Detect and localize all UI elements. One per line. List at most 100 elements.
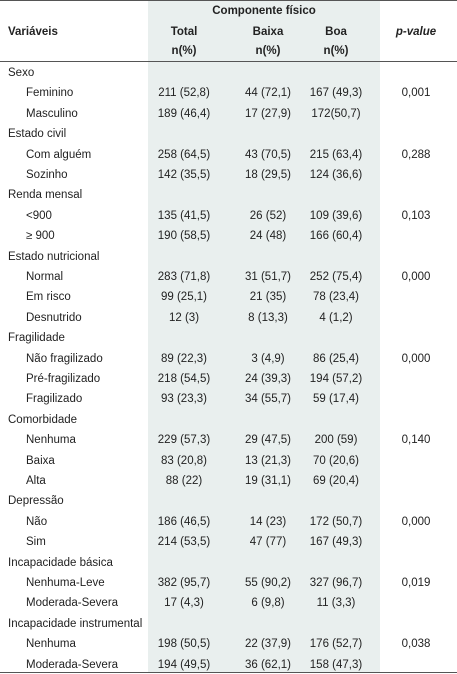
- cell: 31 (51,7): [244, 271, 292, 283]
- row-label: Alta: [26, 475, 46, 487]
- cell: 86 (25,4): [312, 352, 360, 365]
- cell: 43 (70,5): [244, 148, 292, 161]
- cell: 4 (1,2): [319, 311, 353, 324]
- row-label: Não: [26, 515, 48, 528]
- row-label: Nenhuma: [26, 638, 76, 651]
- cell: 283 (71,8): [157, 271, 211, 283]
- cell: 89 (22,3): [160, 352, 208, 365]
- cell: 36 (62,1): [244, 658, 292, 671]
- cell: 21 (35): [249, 291, 287, 304]
- cell: 176 (52,7): [309, 638, 363, 651]
- p-value: 0,103: [401, 209, 431, 222]
- cell: 44 (72,1): [244, 87, 292, 100]
- cell: 382 (95,7): [157, 577, 211, 589]
- cell: 327 (96,7): [309, 577, 363, 589]
- column-header: Total: [170, 26, 198, 38]
- p-value: 0,001: [401, 87, 431, 100]
- group-label: Fragilidade: [8, 332, 65, 345]
- p-value: 0,140: [401, 434, 431, 447]
- cell: 17 (27,9): [244, 107, 292, 120]
- row-label: Fragilizado: [26, 393, 83, 406]
- cell: 214 (53,5): [157, 536, 211, 549]
- p-value: 0,019: [401, 577, 431, 589]
- top-rule: [0, 0, 457, 1]
- p-value: 0,000: [401, 271, 431, 283]
- row-label: Feminino: [26, 87, 74, 100]
- cell: 135 (41,5): [157, 209, 211, 222]
- cell: 6 (9,8): [251, 597, 285, 610]
- cell: 55 (90,2): [244, 577, 292, 589]
- row-label: Com alguém: [26, 148, 92, 161]
- p-value: 0,288: [401, 148, 431, 161]
- cell: 34 (55,7): [244, 393, 292, 406]
- group-label: Incapacidade básica: [8, 556, 113, 569]
- cell: 14 (23): [249, 515, 287, 528]
- header-rule: [0, 61, 457, 62]
- cell: 8 (13,3): [248, 311, 288, 324]
- cell: 167 (49,3): [309, 87, 363, 100]
- cell: 24 (39,3): [244, 373, 292, 385]
- cell: 19 (31,1): [244, 475, 292, 487]
- row-label: ≥ 900: [26, 230, 55, 243]
- row-label: <900: [26, 209, 52, 222]
- cell: 47 (77): [249, 536, 287, 549]
- row-label: Não fragilizado: [26, 352, 103, 365]
- cell: 211 (52,8): [158, 87, 210, 100]
- cell: 258 (64,5): [157, 148, 211, 161]
- cell: 3 (4,9): [251, 352, 285, 365]
- row-label: Em risco: [26, 291, 71, 304]
- cell: 186 (46,5): [157, 515, 211, 528]
- p-value: 0,000: [401, 515, 431, 528]
- unit-label: n(%): [255, 45, 281, 57]
- row-label: Sim: [26, 536, 46, 549]
- cell: 167 (49,3): [309, 536, 363, 549]
- cell: 198 (50,5): [157, 638, 211, 651]
- cell: 11 (3,3): [316, 597, 356, 610]
- group-label: Depressão: [8, 495, 64, 508]
- row-label: Pré-fragilizado: [26, 373, 101, 385]
- group-label: Estado civil: [8, 128, 67, 141]
- group-label: Sexo: [8, 67, 35, 79]
- cell: 18 (29,5): [244, 169, 292, 181]
- row-label: Sozinho: [26, 169, 68, 181]
- cell: 78 (23,4): [312, 291, 360, 304]
- cell: 83 (20,8): [160, 454, 208, 467]
- cell: 142 (35,5): [157, 169, 211, 181]
- column-header: Baixa: [252, 26, 284, 38]
- cell: 190 (58,5): [157, 230, 211, 243]
- cell: 189 (46,4): [157, 107, 211, 120]
- column-header: Boa: [325, 26, 347, 38]
- row-label: Masculino: [26, 107, 78, 120]
- cell: 12 (3): [168, 311, 200, 324]
- cell: 29 (47,5): [244, 434, 292, 447]
- row-label: Nenhuma-Leve: [26, 577, 105, 589]
- cell: 252 (75,4): [309, 271, 363, 283]
- cell: 70 (20,6): [312, 454, 360, 467]
- cell: 172 (50,7): [309, 515, 363, 528]
- row-label: Desnutrido: [26, 311, 82, 324]
- bottom-rule: [0, 672, 457, 673]
- cell: 59 (17,4): [312, 393, 360, 406]
- cell: 158 (47,3): [309, 658, 363, 671]
- cell: 218 (54,5): [157, 373, 211, 385]
- cell: 194 (49,5): [157, 658, 211, 671]
- row-label: Normal: [26, 271, 64, 283]
- row-label: Nenhuma: [26, 434, 76, 447]
- cell: 172(50,7): [311, 107, 361, 120]
- cell: 69 (20,4): [312, 475, 360, 487]
- cell: 93 (23,3): [160, 393, 208, 406]
- group-header: Componente físico: [212, 5, 316, 17]
- cell: 166 (60,4): [309, 230, 363, 243]
- cell: 88 (22): [165, 475, 203, 487]
- p-value: 0,038: [401, 638, 431, 651]
- cell: 99 (25,1): [160, 291, 208, 304]
- row-label: Moderada-Severa: [26, 597, 119, 610]
- cell: 24 (48): [249, 230, 287, 243]
- cell: 13 (21,3): [244, 454, 292, 467]
- cell: 17 (4,3): [164, 597, 204, 610]
- cell: 124 (36,6): [309, 169, 363, 181]
- cell: 215 (63,4): [309, 148, 363, 161]
- cell: 26 (52): [249, 209, 287, 222]
- group-label: Renda mensal: [8, 189, 83, 202]
